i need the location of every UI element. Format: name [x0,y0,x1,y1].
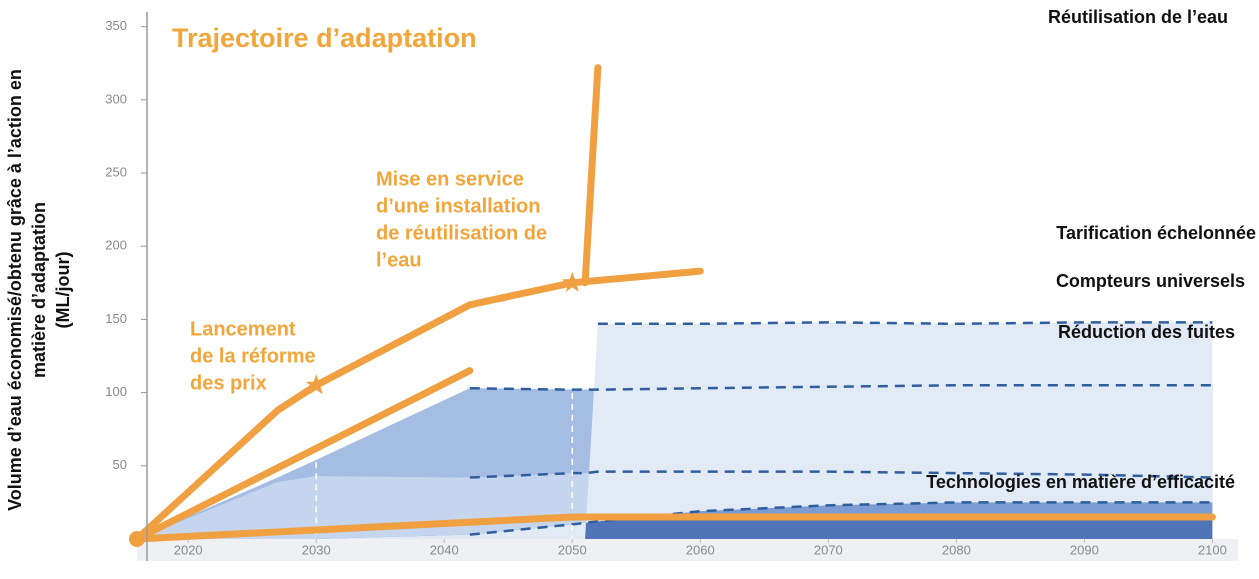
y-label-line: (ML/jour) [53,252,73,329]
annotation: de la réforme [190,345,316,367]
y-tick-label: 100 [105,384,127,399]
origin-marker [129,531,145,547]
x-tick-label: 2080 [942,542,971,557]
x-tick-label: 2070 [814,542,843,557]
milestone-marker [561,271,583,292]
x-tick-label: 2040 [430,542,459,557]
series-label: Technologies en matière d’efficacité [926,472,1235,492]
series-label: Tarification échelonnée [1056,223,1256,243]
y-axis-title: Volume d’eau économisé/obtenu grâce à l’… [5,69,73,511]
annotation: Mise en service [376,168,524,190]
y-tick-label: 350 [105,18,127,33]
pathway-line [133,267,704,543]
y-tick-label: 150 [105,311,127,326]
y-tick-label: 250 [105,164,127,179]
x-tick-label: 2050 [558,542,587,557]
milestone-marker [305,374,327,395]
pathway-line [133,367,474,543]
y-tick-label: 300 [105,91,127,106]
x-tick-label: 2100 [1198,542,1227,557]
y-label-line: matière d’adaptation [29,202,49,378]
annotation: d’une installation [376,195,540,217]
y-tick-label: 50 [113,457,127,472]
boundary-line [597,321,1213,326]
x-tick-label: 2020 [174,542,203,557]
x-tick-label: 2030 [302,542,331,557]
annotation: Lancement [190,318,296,340]
series-label: Réduction des fuites [1058,322,1235,342]
y-label-line: Volume d’eau économisé/obtenu grâce à l’… [5,69,25,511]
series-label: Compteurs universels [1056,271,1245,291]
pathway-line [133,513,1216,543]
chart-title: Trajectoire d’adaptation [172,23,477,53]
area [137,322,1213,539]
x-tick-label: 2090 [1070,542,1099,557]
annotation: des prix [190,372,267,394]
boundary-line [469,501,1213,536]
x-axis-band [137,539,1238,561]
annotation: l’eau [376,249,422,271]
boundary-line [469,384,1213,391]
y-tick-label: 200 [105,238,127,253]
annotation: de réutilisation de [376,222,547,244]
pathway-line [581,64,602,287]
x-tick-label: 2060 [686,542,715,557]
boundary-line [469,470,1213,479]
series-label: Réutilisation de l’eau [1048,7,1228,27]
